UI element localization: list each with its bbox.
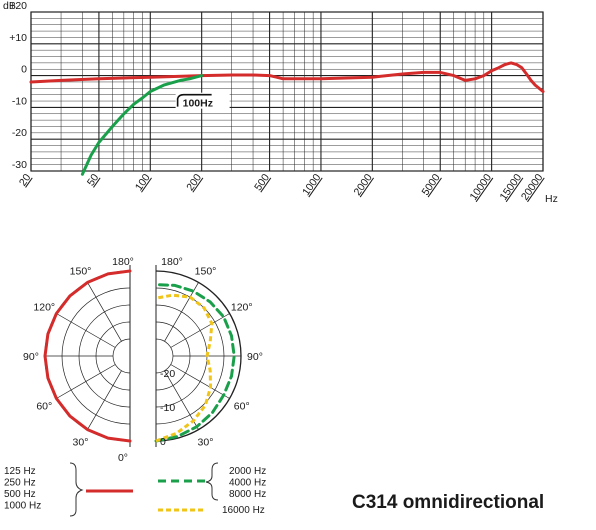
fr-annotation-box (175, 92, 230, 109)
polar-ring-label: -20 (160, 368, 175, 380)
fr-y-tick-label: -30 (12, 159, 27, 171)
legend-brace-left (69, 462, 84, 517)
polar-ring-label: 0 (160, 436, 166, 448)
polar-angle-label: 180° (161, 256, 183, 268)
fr-x-tick-label: 100 (133, 172, 153, 193)
polar-spoke-left (87, 370, 122, 430)
fr-x-tick-label: 5000 (419, 172, 442, 198)
fr-series (29, 61, 545, 176)
legend-label: 1000 Hz (4, 501, 41, 512)
legend-label: 125 Hz (4, 466, 36, 477)
polar-series-low (43, 269, 132, 443)
legend-label: 500 Hz (4, 489, 36, 500)
polar-spoke-left (56, 313, 116, 348)
polar-pattern-chart: 0° 30° 30° 60° 60° 90° 90° 120° 120° 150° 150° 180°… (4, 256, 266, 517)
fr-x-unit-label: Hz (545, 193, 558, 205)
polar-angle-label: 120° (33, 302, 55, 314)
fr-x-tick-label: 20000 (519, 172, 546, 203)
polar-spoke-right (170, 364, 230, 399)
polar-ring-label: -10 (160, 402, 175, 414)
polar-angle-label: 30° (198, 437, 214, 449)
polar-ring-left (112, 338, 131, 374)
polar-series-mid (154, 283, 236, 443)
fr-x-tick-label: 50 (85, 172, 102, 189)
fr-x-tick-label: 10000 (468, 172, 495, 203)
fr-grid (30, 11, 544, 172)
fr-series-flat-line (29, 61, 545, 93)
fr-x-tick-label: 500 (252, 172, 272, 193)
polar-angle-label: 90° (247, 351, 263, 363)
legend-label: 250 Hz (4, 478, 36, 489)
polar-angle-label: 180° (112, 256, 134, 268)
fr-x-tick-label: 1000 (300, 172, 323, 198)
fr-annotation-slope-symbol (176, 93, 212, 107)
polar-angle-label: 120° (231, 302, 253, 314)
fr-x-tick-label: 15000 (498, 172, 525, 203)
polar-angle-label: 90° (23, 351, 39, 363)
fr-x-tick-label: 2000 (352, 172, 375, 198)
legend-label: 16000 Hz (222, 505, 265, 516)
fr-frame (30, 11, 544, 172)
polar-spoke-left (56, 364, 116, 399)
fr-annotation-label: 100Hz (183, 98, 213, 110)
frequency-response-chart: +20 +10 0 -10 -20 -30 dB 20 50 100 200 500 1000 2000 5… (3, 0, 558, 205)
polar-angle-label: 0° (118, 452, 128, 464)
fr-x-tick-label: 200 (184, 172, 204, 193)
legend-brace-right (205, 462, 219, 501)
polar-spoke-right (170, 313, 230, 348)
polar-grid (44, 265, 242, 447)
fr-y-tick-label: +10 (9, 32, 27, 44)
polar-series-high (155, 293, 214, 443)
polar-angle-label: 150° (195, 265, 217, 277)
chart-caption: C314 omnidirectional (352, 492, 545, 513)
fr-x-tick-label: 20 (17, 172, 34, 189)
fr-y-tick-label: 0 (21, 64, 27, 76)
fr-y-axis-label: dB (3, 0, 16, 12)
polar-angle-label: 60° (234, 401, 250, 413)
legend-label: 8000 Hz (229, 489, 266, 500)
legend-label: 4000 Hz (229, 478, 266, 489)
fr-y-tick-label: -10 (12, 95, 27, 107)
legend-label: 2000 Hz (229, 466, 266, 477)
polar-spoke-left (87, 282, 122, 342)
polar-labels: 0° 30° 30° 60° 60° 90° 90° 120° 120° 150° 150° 180°… (23, 256, 263, 464)
fr-labels: +20 +10 0 -10 -20 -30 dB 20 50 100 200 500 1000 2000 5… (3, 0, 558, 205)
fr-series-bass-cut-line (80, 74, 204, 176)
polar-series (43, 269, 236, 443)
polar-angle-label: 150° (70, 265, 92, 277)
polar-angle-label: 60° (36, 401, 52, 413)
polar-angle-label: 30° (73, 437, 89, 449)
fr-y-tick-label: +20 (9, 0, 27, 12)
fr-y-tick-label: -20 (12, 127, 27, 139)
